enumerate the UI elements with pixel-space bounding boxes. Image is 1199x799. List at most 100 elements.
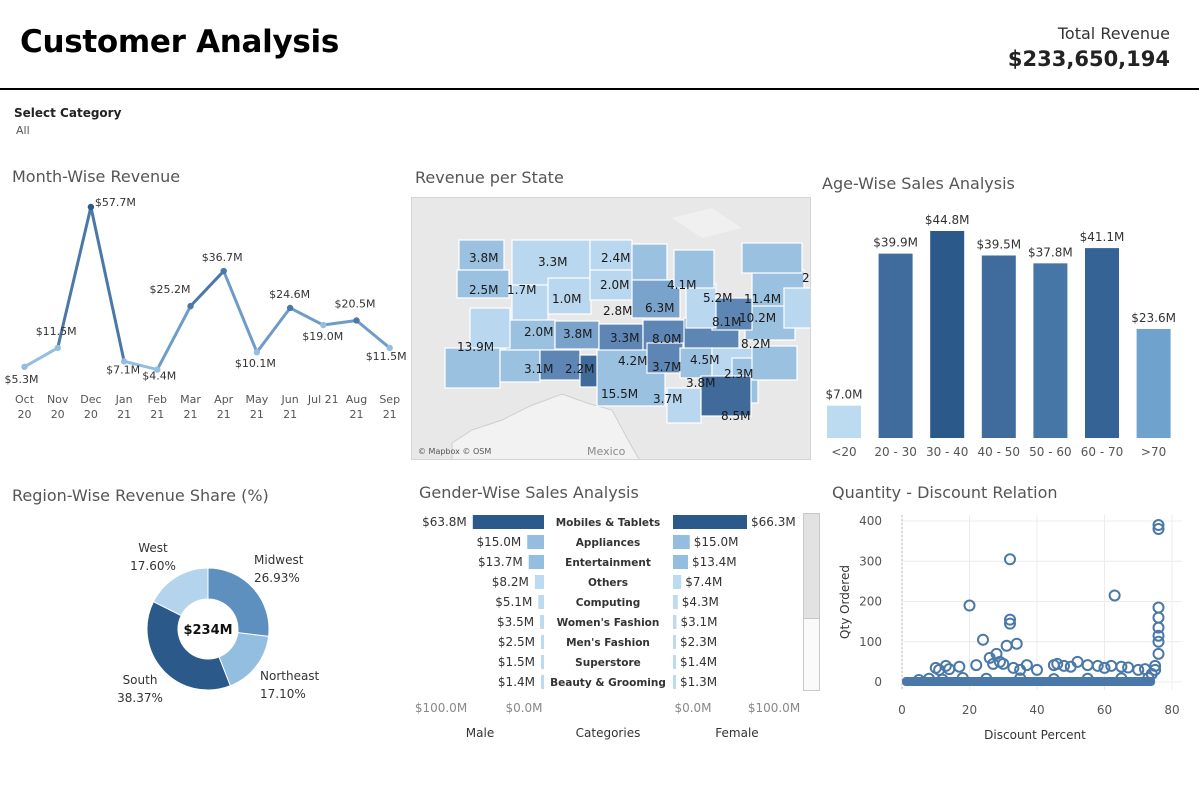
y-tick-label: 400 — [859, 514, 882, 528]
scatter-point — [1152, 601, 1165, 614]
state-revenue-title: Revenue per State — [415, 168, 564, 187]
state-shape — [554, 320, 600, 350]
line-point — [154, 366, 161, 373]
scatter-point — [1122, 661, 1135, 674]
state-value-label: 5.2M — [703, 291, 732, 305]
scatter-point — [1014, 672, 1027, 685]
female-bar — [673, 635, 676, 649]
line-point — [87, 203, 95, 211]
x-tick-label: Jun — [281, 393, 299, 406]
region-name-label: Midwest — [254, 553, 304, 567]
scatter-point — [1145, 667, 1158, 680]
category-label: Entertainment — [565, 557, 651, 569]
age-sales-title: Age-Wise Sales Analysis — [822, 174, 1015, 193]
scatter-point — [1105, 659, 1118, 672]
age-bar — [1085, 248, 1119, 438]
female-value-label: $15.0M — [694, 535, 739, 549]
state-value-label: 6.3M — [645, 301, 674, 315]
x-tick-label: Dec — [80, 393, 101, 406]
female-value-label: $13.4M — [692, 555, 737, 569]
female-bar — [673, 555, 688, 569]
male-value-label: $63.8M — [422, 515, 467, 529]
state-value-label: 8.1M — [712, 315, 741, 329]
x-tick-label: 21 — [150, 408, 164, 421]
state-shape — [783, 287, 810, 329]
scatter-point — [1152, 611, 1165, 624]
region-share-title: Region-Wise Revenue Share (%) — [12, 486, 269, 505]
female-value-label: $4.3M — [682, 595, 719, 609]
state-value-label: 3.1M — [524, 362, 553, 376]
state-value-label: 3.8M — [563, 327, 592, 341]
scatter-point — [980, 672, 993, 685]
state-value-label: 2.0M — [600, 278, 629, 292]
scatter-point — [1152, 635, 1165, 648]
state-map[interactable]: 3.8M 3.3M 2.4M 2.5M 1.7M 1.0M 2.0M 2.8M 6.3M 4.1M… — [411, 197, 811, 460]
age-bar — [878, 253, 913, 438]
x-tick-label: 21 — [117, 408, 131, 421]
male-value-label: $1.4M — [498, 675, 535, 689]
category-filter-value[interactable]: All — [16, 124, 30, 137]
x-tick-label: Aug — [346, 393, 367, 406]
gender-chart-scroll-thumb[interactable] — [804, 514, 819, 619]
state-value-label: 1.0M — [552, 292, 581, 306]
state-value-label: 3.8M — [469, 251, 498, 265]
age-bar — [1033, 263, 1068, 438]
category-label: Men's Fashion — [566, 637, 650, 649]
male-bar — [472, 515, 544, 529]
scatter-point — [1115, 672, 1128, 685]
state-shape — [679, 347, 713, 379]
male-value-label: $8.2M — [492, 575, 529, 589]
male-axis-tick: $100.0M — [415, 701, 467, 715]
category-label: Others — [588, 577, 628, 589]
scatter-point — [1010, 637, 1023, 650]
x-tick-label: 21 — [184, 408, 198, 421]
scatter-point — [1071, 655, 1084, 668]
female-bar — [673, 515, 747, 529]
male-axis-title: Male — [466, 726, 494, 740]
line-point — [253, 348, 261, 356]
x-tick-label: 21 — [383, 408, 397, 421]
line-point — [120, 358, 128, 365]
region-percent-label: 17.10% — [260, 687, 306, 701]
x-tick-label: Feb — [148, 393, 167, 406]
state-value-label: 3.3M — [538, 255, 567, 269]
scatter-point — [963, 599, 976, 612]
state-value-label: 2.4M — [601, 251, 630, 265]
line-data-label: $19.0M — [302, 330, 343, 343]
scatter-point — [1000, 639, 1013, 652]
total-revenue-value: $233,650,194 — [1007, 47, 1170, 71]
male-axis-tick: $0.0M — [505, 701, 542, 715]
donut-center-label: $234M — [183, 623, 232, 638]
line-segment — [122, 359, 159, 372]
state-value-label: 3.7M — [653, 392, 682, 406]
region-share-chart: $234M Midwest 26.93% Northeast 17.10% South 38… — [117, 541, 319, 705]
scatter-point — [1108, 589, 1121, 602]
scatter-point — [1081, 672, 1094, 685]
age-tick-label: <20 — [831, 445, 856, 459]
state-shape — [751, 345, 798, 381]
female-bar — [673, 675, 676, 689]
line-segment — [23, 346, 60, 369]
age-data-label: $41.1M — [1080, 230, 1125, 244]
female-value-label: $1.3M — [680, 675, 717, 689]
line-segment — [321, 318, 358, 327]
age-data-label: $39.5M — [976, 237, 1021, 251]
x-tick-label: 21 — [250, 408, 264, 421]
gender-sales-chart: $63.8M $66.3M Mobiles & Tablets $15.0M $15.0… — [415, 515, 800, 740]
mexico-land — [451, 393, 640, 459]
line-segment — [255, 306, 292, 354]
line-data-label: $57.7M — [95, 196, 136, 209]
state-value-label: 2.2M — [565, 362, 594, 376]
map-place-label: Mexico — [587, 445, 626, 458]
gender-sales-title: Gender-Wise Sales Analysis — [419, 483, 639, 502]
age-bar — [827, 405, 861, 438]
line-segment — [155, 304, 192, 372]
male-bar — [541, 675, 544, 689]
map-attribution: © Mapbox © OSM — [418, 447, 491, 456]
line-data-label: $36.7M — [202, 251, 243, 264]
y-tick-label: 300 — [859, 554, 882, 568]
x-tick-label: Jan — [115, 393, 133, 406]
qty-discount-title: Quantity - Discount Relation — [832, 483, 1058, 502]
x-tick-label: Nov — [47, 393, 69, 406]
state-value-label: 2.3M — [724, 367, 753, 381]
